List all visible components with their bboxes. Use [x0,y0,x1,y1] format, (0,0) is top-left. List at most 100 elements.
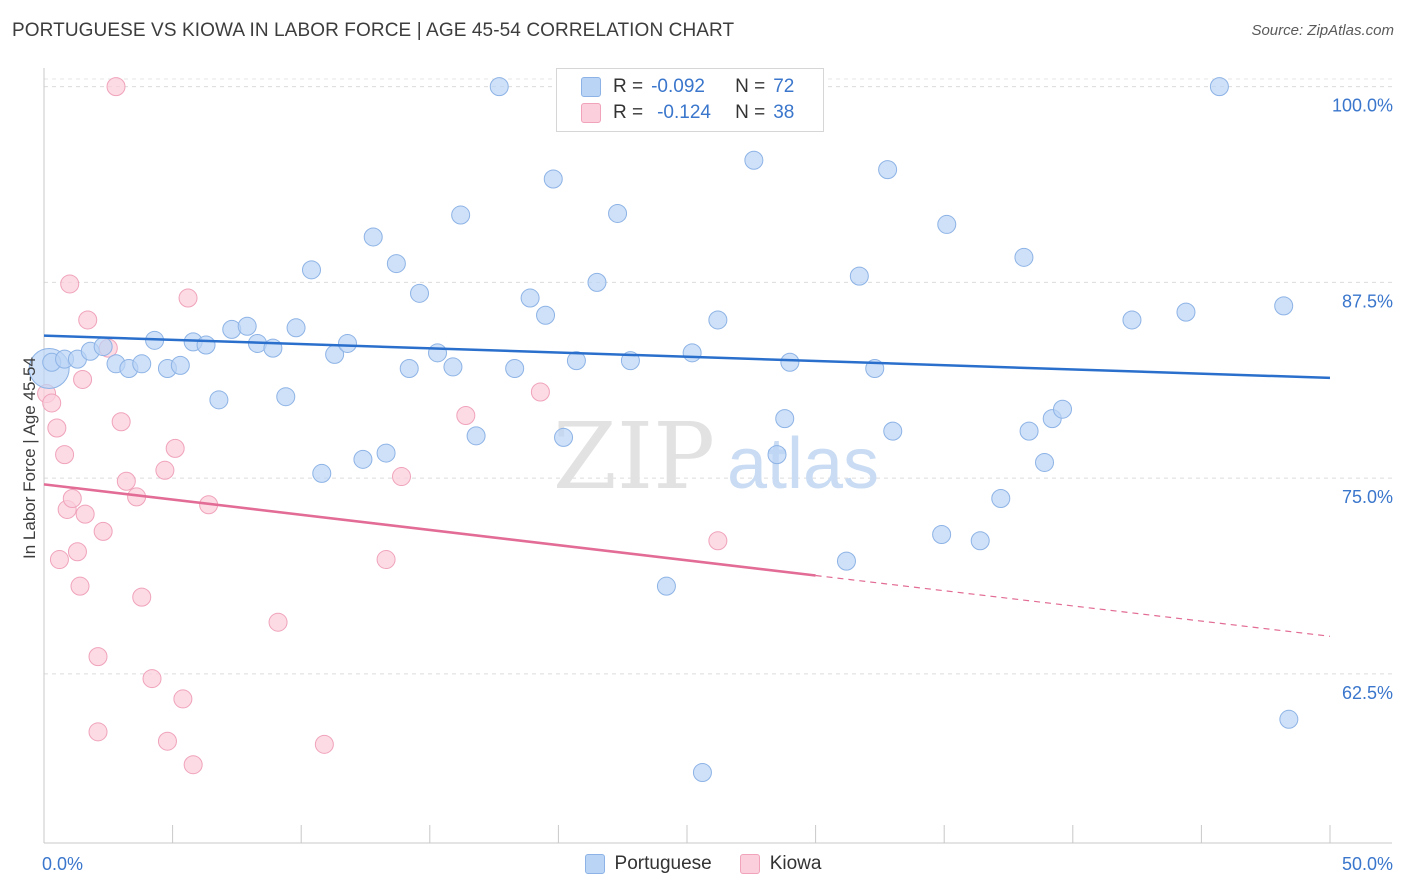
watermark-atlas: atlas [727,424,879,504]
portuguese-point [932,524,952,544]
portuguese-point [376,443,396,463]
r-label: R = [613,76,644,97]
r-value: -0.124 [657,102,711,123]
portuguese-point [536,305,556,325]
legend-row-portuguese: R = -0.092 N = 72 [581,74,794,100]
kiowa-point [178,288,198,308]
portuguese-point [991,488,1011,508]
portuguese-point [209,390,229,410]
portuguese-point [505,359,525,379]
portuguese-point [1209,77,1229,97]
kiowa-point [456,405,476,425]
kiowa-point [88,647,108,667]
portuguese-point [170,355,190,375]
kiowa-point [60,274,80,294]
portuguese-point [363,227,383,247]
kiowa-point [157,731,177,751]
y-tick-label: 87.5% [1342,291,1393,311]
kiowa-point [268,612,288,632]
chart-title: PORTUGUESE VS KIOWA IN LABOR FORCE | AGE… [12,20,735,41]
portuguese-point [196,335,216,355]
portuguese-point [466,426,486,446]
kiowa-point [55,445,75,465]
portuguese-point [543,169,563,189]
kiowa-point [116,471,136,491]
portuguese-point [443,357,463,377]
portuguese-trend-line [43,334,1331,380]
r-value: -0.092 [651,76,705,97]
source-credit: Source: ZipAtlas.com [1251,22,1394,39]
portuguese-point [656,576,676,596]
kiowa-point [155,460,175,480]
y-tick-label: 75.0% [1342,487,1393,507]
stats-legend: R = -0.092 N = 72 R = -0.124 N = 38 [556,68,824,132]
portuguese-point [849,266,869,286]
portuguese-point [682,343,702,363]
x-tick-label-max: 50.0% [1342,854,1393,874]
portuguese-point [410,283,430,303]
x-tick-label-min: 0.0% [42,854,83,874]
kiowa-point [49,550,69,570]
n-value: 38 [773,102,795,123]
kiowa-point [142,669,162,689]
portuguese-point [399,359,419,379]
tick-labels: 62.5% 75.0% 87.5% 100.0% 0.0% 50.0% [42,96,1393,874]
y-axis-label: In Labor Force | Age 45-54 [20,357,39,559]
kiowa-point [132,587,152,607]
kiowa-trend-line [43,483,816,577]
watermark: ZIP atlas [553,403,879,510]
legend-label-portuguese: Portuguese [614,853,712,874]
portuguese-point [1176,302,1196,322]
series-legend: Portuguese Kiowa [0,851,1406,877]
trend-lines [43,334,1331,637]
portuguese-point [1279,709,1299,729]
portuguese-point [353,449,373,469]
portuguese-point [1019,421,1039,441]
kiowa-point [78,310,98,330]
portuguese-point [93,337,113,357]
kiowa-point [165,438,185,458]
portuguese-point [608,203,628,223]
portuguese-point [337,333,357,353]
portuguese-point [1035,452,1055,472]
kiowa-point [376,550,396,570]
kiowa-trend-extension [815,574,1331,637]
portuguese-point [1014,247,1034,267]
portuguese-point [587,272,607,292]
axes [43,68,1392,844]
n-label: N = [735,102,766,123]
legend-item-kiowa: Kiowa [739,853,821,875]
portuguese-point [286,318,306,338]
kiowa-swatch [581,103,601,123]
portuguese-point [451,205,471,225]
n-label: N = [735,76,766,97]
portuguese-point [708,310,728,330]
portuguese-point [775,409,795,429]
portuguese-points [28,77,1299,783]
portuguese-point [780,352,800,372]
kiowa-swatch [739,854,760,874]
kiowa-point [88,722,108,742]
portuguese-point [767,445,787,465]
portuguese-point [276,387,296,407]
kiowa-point [62,488,82,508]
portuguese-point [692,763,712,783]
y-tick-label: 62.5% [1342,683,1393,703]
portuguese-point [1274,296,1294,316]
kiowa-point [73,369,93,389]
portuguese-point [1053,399,1073,419]
portuguese-point [554,427,574,447]
portuguese-point [566,351,586,371]
portuguese-point [836,551,856,571]
watermark-zip: ZIP [553,403,715,510]
kiowa-point [392,467,412,487]
portuguese-point [1122,310,1142,330]
kiowa-point [67,542,87,562]
portuguese-point [744,150,764,170]
kiowa-points [37,77,728,775]
kiowa-point [42,393,62,413]
portuguese-point [386,254,406,274]
kiowa-point [173,689,193,709]
portuguese-point [237,316,257,336]
